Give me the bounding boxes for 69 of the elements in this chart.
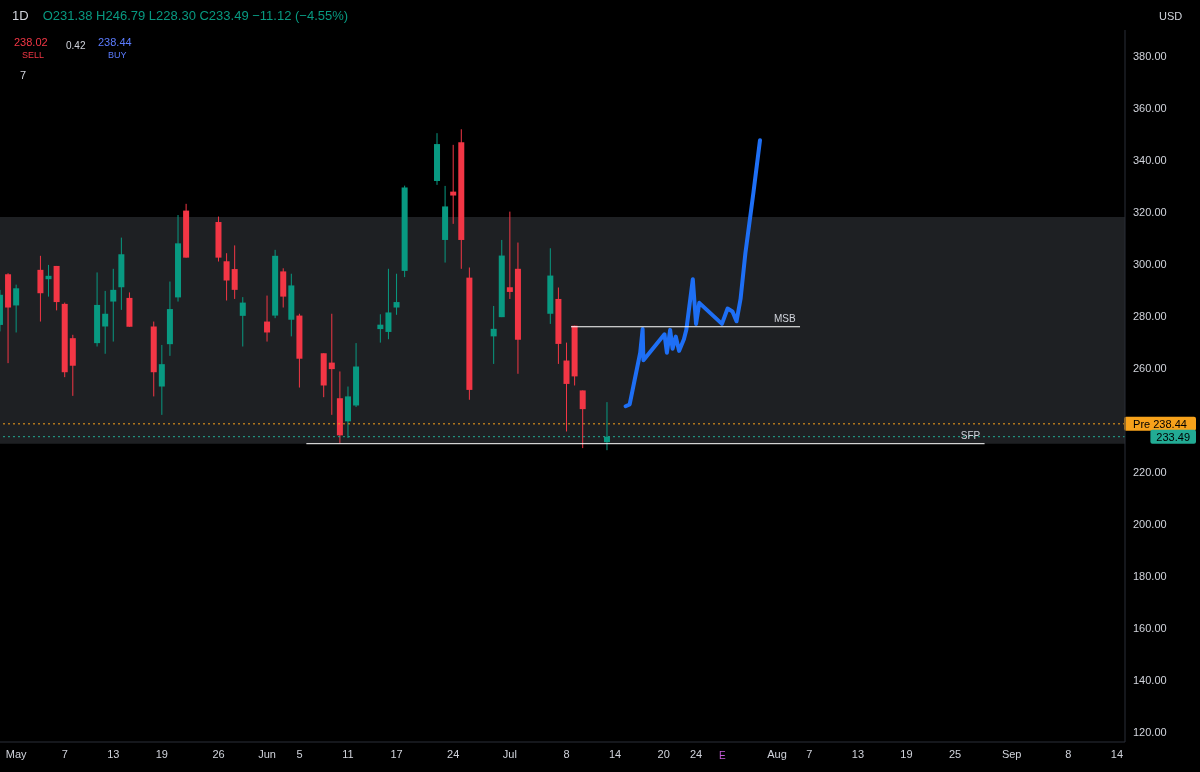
candlestick (13, 284, 20, 333)
x-tick-label: Jul (502, 747, 517, 760)
candlestick (223, 252, 230, 302)
candlestick (328, 313, 335, 416)
candlestick (37, 255, 44, 323)
x-tick-label: 24 (689, 747, 703, 760)
y-tick-label: 220.00 (1133, 465, 1167, 478)
y-tick-label: 320.00 (1133, 205, 1167, 218)
text: USD (1159, 10, 1183, 22)
candlestick (490, 305, 497, 365)
y-tick-label: 160.00 (1133, 621, 1167, 634)
candlestick (110, 268, 117, 343)
x-tick-label: 13 (107, 747, 120, 760)
y-tick-label: 260.00 (1133, 361, 1167, 374)
x-tick-label: 8 (1065, 747, 1072, 760)
ref-line-label: Pre 238.44 (1133, 417, 1187, 430)
annotation: 7 (20, 69, 27, 81)
annotation: 238.02 (14, 36, 48, 48)
candlestick (385, 268, 392, 340)
x-tick-label: 5 (296, 747, 303, 760)
annotation: 238.44 (98, 36, 132, 48)
chart-title: 1D (12, 8, 29, 23)
x-tick-label: 11 (342, 747, 354, 760)
x-tick-label: 20 (657, 747, 670, 760)
text: E (719, 750, 726, 761)
x-tick-label: Aug (767, 747, 787, 760)
x-tick-label: 17 (390, 747, 403, 760)
candlestick (450, 144, 457, 225)
candlestick (158, 344, 165, 416)
x-tick-label: 19 (155, 747, 168, 760)
x-tick-label: 19 (900, 747, 913, 760)
candlestick (506, 211, 513, 300)
y-tick-label: 280.00 (1133, 309, 1167, 322)
ref-line-label: 233.49 (1156, 430, 1191, 443)
series-label: MSB (773, 312, 796, 324)
x-tick-label: 14 (608, 747, 622, 760)
y-tick-label: 140.00 (1133, 673, 1167, 686)
x-tick-label: 7 (806, 747, 813, 760)
candlestick (393, 273, 400, 316)
candlestick (563, 342, 570, 432)
x-tick-label: May (5, 747, 28, 760)
x-tick-label: 7 (61, 747, 68, 760)
x-tick-label: Sep (1001, 747, 1022, 760)
y-tick-label: 200.00 (1133, 517, 1167, 530)
y-tick-label: 120.00 (1133, 725, 1167, 738)
candlestick (239, 296, 246, 347)
annotation: BUY (108, 50, 127, 60)
x-tick-label: Jun (258, 747, 276, 760)
x-tick-label: 24 (447, 747, 460, 760)
x-tick-label: 25 (948, 747, 962, 760)
x-tick-label: 13 (851, 747, 865, 760)
y-tick-label: 380.00 (1133, 49, 1167, 62)
candlestick (603, 401, 610, 451)
candlestick (102, 290, 109, 355)
x-tick-label: 26 (212, 747, 225, 760)
annotation: SELL (22, 50, 45, 60)
candlestick (579, 389, 586, 449)
candlestick (45, 264, 52, 298)
y-tick-label: 340.00 (1133, 153, 1167, 166)
candlestick (231, 244, 238, 300)
x-tick-label: 14 (1110, 747, 1124, 760)
y-tick-label: 180.00 (1133, 569, 1167, 582)
annotation: 0.42 (66, 40, 86, 51)
y-tick-label: 300.00 (1133, 257, 1167, 270)
text: O231.38 H246.79 L228.30 C233.49 −11.12 (−4.55%) (42, 8, 349, 23)
candlestick (264, 295, 271, 343)
series-label: SFP (960, 429, 981, 441)
x-tick-label: 8 (563, 747, 570, 760)
y-tick-label: 360.00 (1133, 101, 1167, 114)
